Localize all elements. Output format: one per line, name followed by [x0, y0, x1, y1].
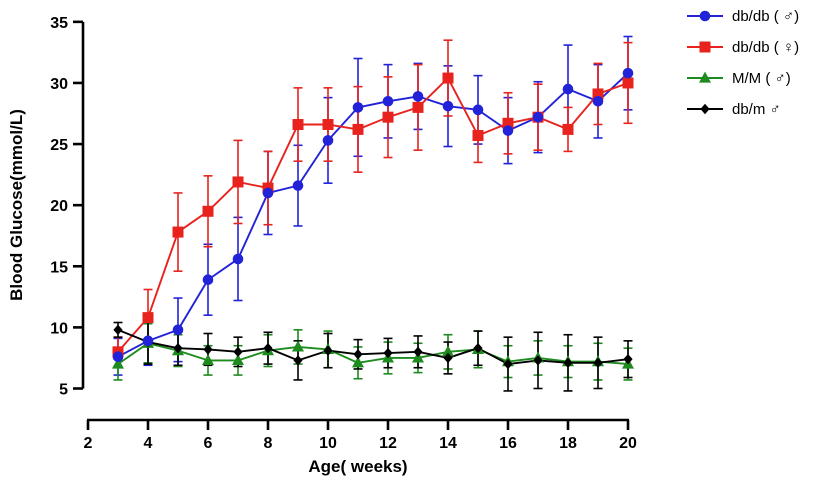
x-tick-label-4: 4: [144, 435, 153, 452]
legend-item-db-db-female: db/db ( ♀): [686, 35, 832, 59]
series-line-m-m-male: [117, 342, 629, 366]
series-markers-layer: [112, 67, 634, 370]
legend-marker-square-icon: [687, 41, 723, 53]
legend-item-db-m-male: db/m ♂: [686, 97, 832, 121]
x-tick-label-14: 14: [439, 435, 457, 452]
legend-label-m-m-male: M/M ( ♂): [732, 69, 791, 87]
error-bars-db-db-female: [113, 39, 633, 368]
y-tick-label-25: 25: [50, 137, 68, 154]
x-tick-label-10: 10: [319, 435, 337, 452]
error-bars-db-db-male: [113, 35, 633, 376]
legend: db/db ( ♂) db/db ( ♀) M/M ( ♂) db/m ♂: [686, 4, 832, 121]
series-markers-db-db-male: [112, 67, 634, 363]
axes: 5 10 15 20 25 30 35 2 4 6 8 10 12 14 16 18 20: [50, 15, 637, 452]
x-tick-label-2: 2: [84, 435, 93, 452]
series-lines-layer: [117, 72, 629, 366]
series-markers-db-db-female: [112, 72, 634, 358]
y-tick-label-20: 20: [50, 198, 68, 215]
y-tick-label-10: 10: [50, 320, 68, 337]
x-tick-label-18: 18: [559, 435, 577, 452]
series-line-db-db-female: [117, 77, 629, 353]
error-bars-layer: [113, 35, 633, 392]
y-axis-title: Blood Glucose(mmol/L): [7, 109, 26, 301]
legend-marker-triangle-icon: [687, 71, 723, 83]
legend-label-db-db-male: db/db ( ♂): [732, 7, 800, 25]
x-axis-title: Age( weeks): [308, 457, 407, 476]
y-tick-label-15: 15: [50, 259, 68, 276]
legend-marker-circle-icon: [687, 10, 723, 22]
series-markers-db-m-male: [113, 324, 633, 370]
series-line-db-db-male: [117, 72, 629, 358]
x-tick-label-6: 6: [204, 435, 213, 452]
legend-label-db-db-female: db/db ( ♀): [732, 38, 800, 56]
x-tick-label-8: 8: [264, 435, 273, 452]
y-tick-label-35: 35: [50, 15, 68, 32]
legend-item-db-db-male: db/db ( ♂): [686, 4, 832, 28]
error-bars-m-m-male: [113, 322, 633, 381]
y-tick-label-5: 5: [59, 382, 68, 399]
x-tick-label-16: 16: [499, 435, 517, 452]
legend-item-m-m-male: M/M ( ♂): [686, 66, 832, 90]
x-tick-label-12: 12: [379, 435, 397, 452]
legend-marker-diamond-icon: [687, 103, 723, 115]
x-tick-label-20: 20: [619, 435, 637, 452]
legend-label-db-m-male: db/m ♂: [732, 100, 781, 118]
y-tick-label-30: 30: [50, 76, 68, 93]
